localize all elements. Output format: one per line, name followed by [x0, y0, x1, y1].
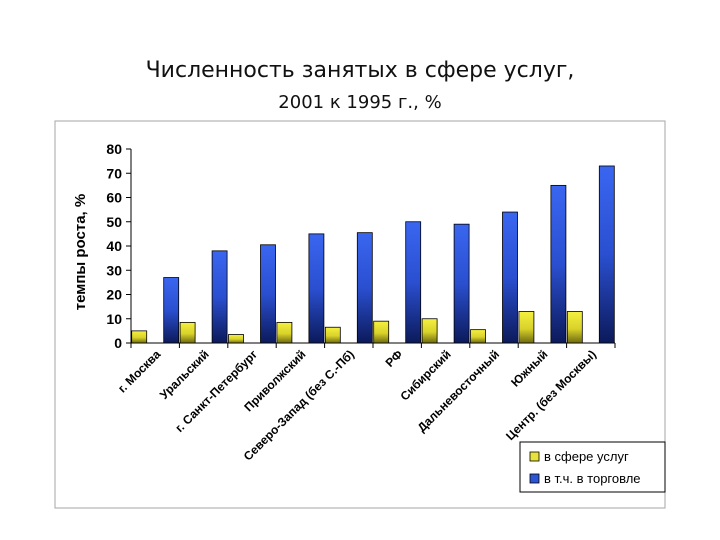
y-tick-label: 60 [106, 190, 122, 206]
y-tick-label: 80 [106, 141, 122, 157]
bar-trade [163, 277, 180, 344]
y-tick-label: 50 [106, 214, 122, 230]
bar-trade [550, 184, 567, 344]
legend-label: в сфере услуг [544, 449, 629, 464]
y-axis: 0 10 20 30 40 50 60 70 80 [106, 141, 616, 351]
bar-trade [308, 233, 325, 344]
y-tick-label: 30 [106, 262, 122, 278]
bar-services [131, 330, 148, 344]
legend-swatch [529, 473, 540, 484]
bars [131, 165, 615, 344]
bar-trade [598, 165, 615, 344]
legend-label: в т.ч. в торговле [544, 471, 641, 486]
bar-services [324, 326, 341, 344]
bar-services [373, 320, 390, 344]
bar-trade [453, 223, 470, 344]
y-tick-label: 0 [114, 335, 122, 351]
y-axis-label: темпы роста, % [72, 194, 89, 310]
y-tick-label: 20 [106, 287, 122, 303]
legend: в сфере услуг в т.ч. в торговле [519, 441, 666, 493]
bar-services [276, 321, 293, 344]
bar-services [566, 311, 583, 344]
bar-services [179, 321, 196, 344]
bar-services [470, 329, 486, 344]
bar-services [228, 334, 244, 344]
bar-services [518, 311, 535, 344]
bar-trade [405, 221, 422, 344]
slide-subtitle: 2001 к 1995 г., % [278, 92, 442, 113]
bar-trade [356, 232, 373, 344]
y-tick-label: 10 [106, 311, 122, 327]
y-tick-label: 70 [106, 165, 122, 181]
legend-swatch [529, 451, 540, 462]
bar-trade [211, 250, 228, 344]
y-tick-label: 40 [106, 238, 122, 254]
bar-services [421, 318, 438, 344]
slide-title: Численность занятых в сфере услуг, [145, 58, 575, 83]
bar-trade [502, 211, 518, 344]
bar-trade [260, 244, 276, 344]
legend-box [519, 441, 666, 493]
